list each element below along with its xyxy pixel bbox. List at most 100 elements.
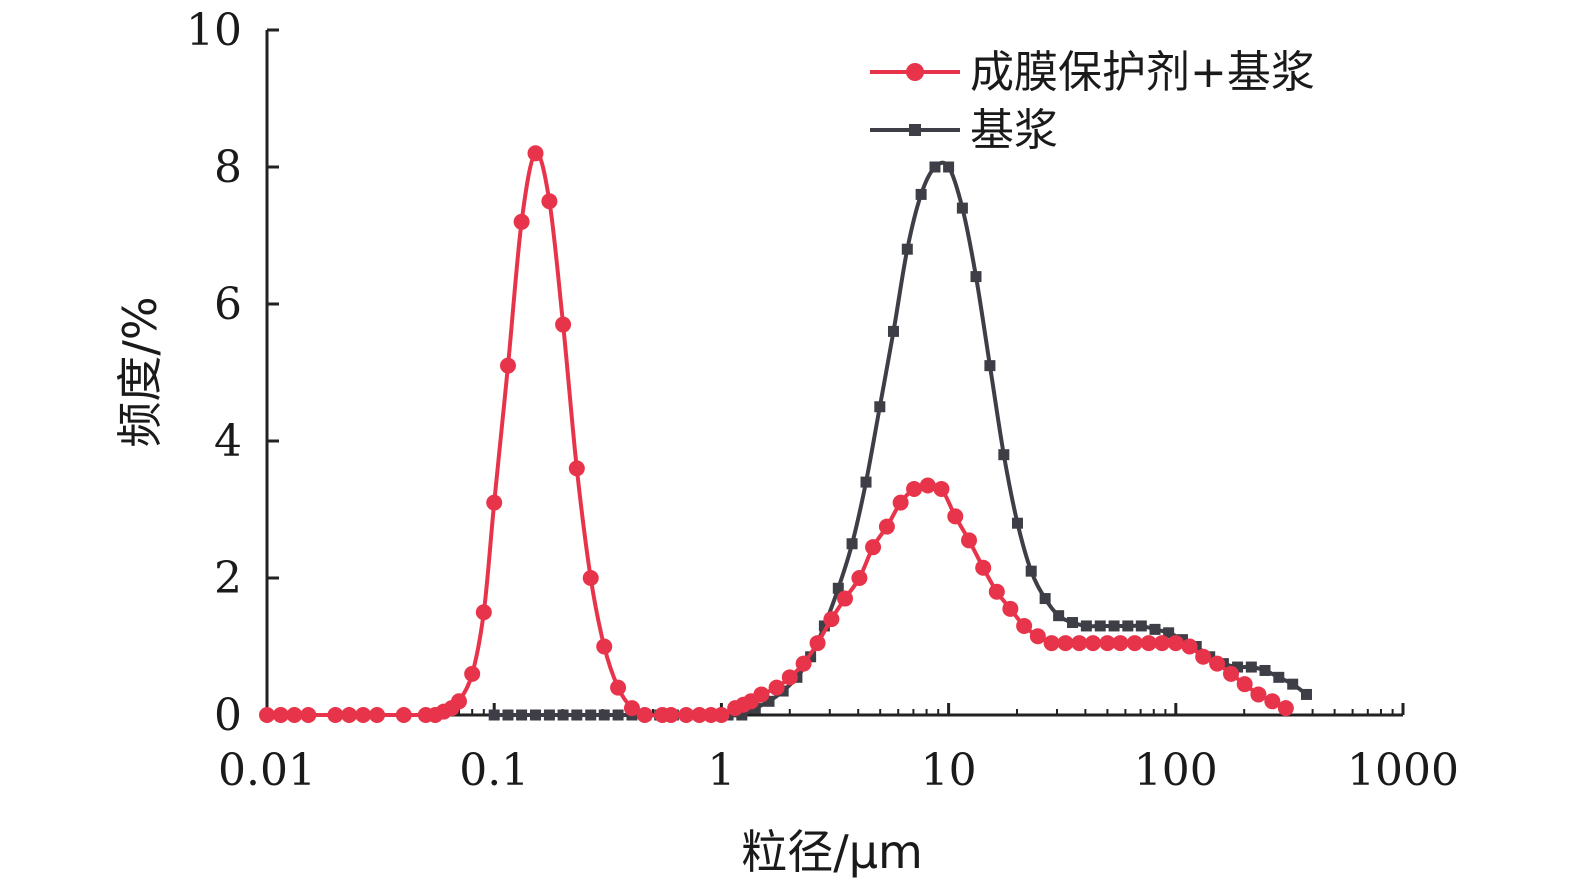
data-point [749,702,761,714]
data-point [1094,620,1106,632]
data-point [610,679,627,696]
data-point [527,145,544,162]
data-point [1112,635,1129,652]
data-point [612,709,624,721]
data-point [1149,623,1161,635]
y-ticks: 0 2 4 6 8 10 [186,5,279,741]
data-point [691,707,708,723]
legend-label: 成膜保护剂+基浆 [970,47,1315,98]
data-point [341,707,358,723]
data-point [582,570,599,586]
data-point [1053,610,1065,622]
data-point [970,271,982,283]
data-point [568,460,585,477]
data-point [571,709,583,721]
data-point [998,449,1010,461]
data-point [1259,664,1271,676]
data-point [623,700,640,717]
data-point [585,709,597,721]
data-point [823,611,840,628]
data-point [543,709,555,721]
data-point [892,494,909,511]
data-point [513,213,530,230]
x-ticks: 0.01 0.1 1 10 100 1000 [218,703,1459,796]
data-point [327,707,344,723]
axes: 0.01 0.1 1 10 100 1000 0 2 4 6 8 10 [186,5,1459,796]
data-point [1223,665,1240,682]
data-point [300,707,317,723]
data-point [860,476,872,488]
x-axis-title: 粒径/μm [741,825,923,879]
data-point [662,707,679,723]
data-point [956,202,968,214]
legend-label: 基浆 [970,105,1058,156]
data-point [1277,700,1294,717]
data-point [988,583,1005,600]
data-point [516,709,528,721]
data-point [1167,635,1184,652]
data-point [901,243,913,255]
data-point [795,655,812,672]
data-point [1140,635,1157,652]
data-point [286,707,303,723]
data-point [541,193,558,210]
data-point [1126,635,1143,652]
data-point [713,707,730,723]
data-point [818,620,830,632]
series-1 [259,145,1294,723]
data-point [259,707,275,723]
legend-marker [906,63,924,81]
data-point [1122,620,1134,632]
data-point [878,518,895,535]
data-point [1029,628,1046,645]
data-point [451,693,468,710]
y-tick-label: 10 [186,5,242,56]
x-tick-label: 0.01 [218,745,316,796]
data-point [596,638,613,655]
data-point [933,480,950,497]
data-point [369,707,386,723]
data-point [1287,678,1299,690]
data-point [929,161,941,173]
data-point [1071,635,1088,652]
data-point [768,679,785,696]
data-point [1039,593,1051,605]
data-point [915,188,927,200]
data-point [1135,620,1147,632]
data-point [488,709,500,721]
data-point [1181,638,1198,655]
data-point [1245,661,1257,673]
data-point [1099,635,1116,652]
data-point [1195,648,1212,665]
data-point [1011,517,1023,529]
data-point [499,357,516,374]
data-point [1154,635,1171,652]
data-point [736,709,748,721]
data-point [846,538,858,550]
x-tick-label: 0.1 [459,745,529,796]
data-point [1084,635,1101,652]
legend-item: 成膜保护剂+基浆 [870,47,1315,98]
data-point [272,707,289,723]
data-point [865,539,882,556]
data-point [947,508,964,525]
data-point [557,709,569,721]
x-tick-label: 100 [1134,745,1218,796]
data-point [1236,676,1253,693]
series-layer [259,145,1312,723]
data-point [851,570,868,586]
data-point [1250,686,1267,703]
data-point [1273,671,1285,683]
x-tick-label: 1 [707,745,735,796]
data-point [943,161,955,173]
data-point [1043,635,1060,652]
x-tick-label: 10 [921,745,977,796]
data-point [1016,617,1033,634]
data-point [678,707,695,723]
legend-marker [909,124,921,136]
series-2 [488,160,1312,721]
data-point [1057,635,1074,652]
data-point [1066,617,1078,629]
data-point [781,669,798,686]
